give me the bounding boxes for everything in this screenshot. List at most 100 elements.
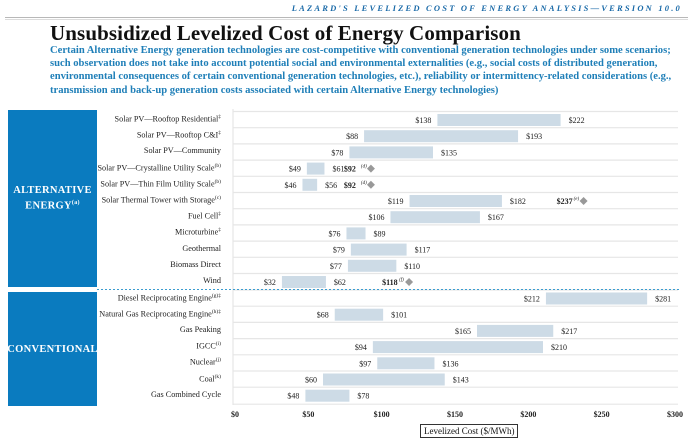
row-label: Solar PV—Thin Film Utility Scale(b) [100,179,221,189]
row-label: Coal(k) [199,374,221,384]
low-value-label: $94 [355,343,367,352]
range-bar [305,389,350,402]
row-label-footnote: (c) [214,195,221,201]
high-value-label: $210 [551,343,567,352]
range-bar [281,276,326,288]
category-conventional: CONVENTIONAL [7,292,97,406]
high-value-label: $117 [415,246,431,255]
row-label-text: Geothermal [182,243,221,253]
low-value-label: $77 [330,262,342,271]
range-bar [334,308,384,321]
high-value-label: $110 [404,262,420,271]
header-rule-secondary [5,19,688,20]
row-label-text: Solar PV—Crystalline Utility Scale [97,163,215,173]
row-label: Microturbine‡ [175,227,221,237]
range-bar [390,211,480,224]
row-label-text: Solar PV—Rooftop C&I [136,130,219,140]
row-label-text: Solar Thermal Tower with Storage [101,195,215,205]
row-label: Gas Combined Cycle [151,390,221,399]
marker-footnote: (d) [361,165,367,170]
x-tick-label: $300 [667,410,683,419]
range-bar [377,357,435,370]
report-version-tag: LAZARD'S LEVELIZED COST OF ENERGY ANALYS… [291,3,682,13]
high-value-label: $281 [655,295,671,304]
row-label-footnote: ‡ [218,130,221,137]
low-value-label: $212 [524,295,540,304]
low-value-label: $119 [388,197,404,206]
low-value-label: $97 [359,359,371,368]
low-value-label: $68 [317,311,329,320]
x-axis-label: Levelized Cost ($/MWh) [420,424,519,438]
row-label: IGCC(i) [196,341,221,351]
marker-diamond [366,164,375,173]
low-value-label: $78 [331,148,343,157]
high-value-label: $217 [561,327,577,336]
range-bar [545,292,648,305]
row-label-footnote: (k) [214,373,221,380]
low-value-label: $76 [328,229,340,238]
x-tick-label: $50 [302,410,314,419]
row-label-text: Gas Peaking [179,324,221,334]
low-value-label: $165 [455,327,471,336]
row-label-text: Solar PV—Rooftop Residential [114,114,219,124]
range-bar [437,114,561,126]
range-bar [477,324,554,337]
row-label: Solar PV—Crystalline Utility Scale(b) [97,163,221,173]
row-label: Nuclear(j) [190,357,221,367]
row-label-footnote: (j) [215,357,221,364]
range-bar [323,373,445,386]
row-label-text: Diesel Reciprocating Engine [117,293,212,303]
row-label: Fuel Cell‡ [188,211,221,221]
x-tick-label: $200 [520,410,536,419]
row-label-text: Solar PV—Community [143,146,221,156]
marker-value-label: $118 [382,278,398,287]
low-value-label: $46 [284,181,296,190]
x-tick-label: $0 [231,410,239,419]
row-label: Solar PV—Rooftop C&I‡ [137,130,221,140]
row-label-footnote: (g)‡ [211,292,221,299]
marker-value-label: $92 [344,165,356,174]
row-label-text: Wind [203,276,221,285]
row-label-footnote: (b) [214,178,221,185]
category-alternative-label: ALTERNATIVE ENERGY [13,185,92,212]
marker-value-label: $92 [344,181,356,190]
row-label-text: Biomass Direct [170,259,221,269]
row-label-footnote: (h)‡ [211,308,221,315]
x-tick-label: $150 [447,410,463,419]
range-bar [346,227,366,240]
low-value-label: $49 [289,165,301,174]
range-bar [349,146,433,159]
row-label-text: Fuel Cell [188,211,219,221]
low-value-label: $32 [264,278,276,287]
marker-footnote: (d) [361,181,367,186]
range-bar [364,130,519,143]
low-value-label: $48 [287,392,299,401]
marker-footnote: (e) [574,197,580,202]
row-label-text: Coal [199,374,215,384]
row-label: Wind [203,276,221,285]
low-value-label: $88 [346,132,358,141]
x-tick-label: $250 [594,410,610,419]
high-value-label: $167 [488,213,504,222]
row-label-text: IGCC [196,341,216,351]
low-value-label: $60 [305,376,317,385]
marker-diamond [366,180,375,189]
low-value-label: $138 [415,116,431,125]
high-value-label: $62 [334,278,346,287]
low-value-label: $79 [333,246,345,255]
marker-diamond [579,197,588,205]
high-value-label: $61 [332,165,344,174]
x-tick-label: $100 [374,410,390,419]
range-bar [409,195,502,207]
row-label-text: Microturbine [175,228,219,238]
range-bar [372,341,543,354]
row-label-text: Gas Combined Cycle [150,389,221,399]
row-label-text: Natural Gas Reciprocating Engine [99,309,212,319]
row-label-footnote: ‡ [218,227,221,234]
high-value-label: $222 [569,116,585,125]
high-value-label: $135 [441,148,457,157]
row-label-text: Nuclear [189,358,216,368]
row-label-footnote: ‡ [218,114,221,120]
high-value-label: $143 [453,376,469,385]
